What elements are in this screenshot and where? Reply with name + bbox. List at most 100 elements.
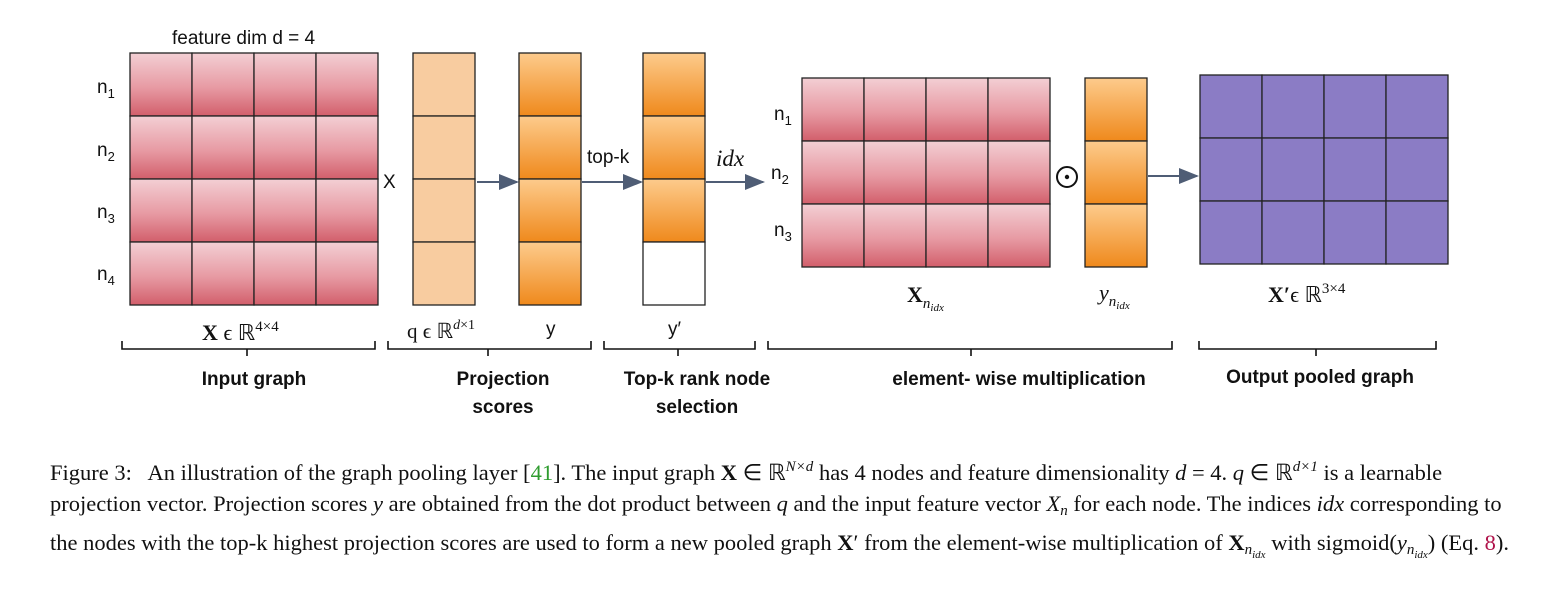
idx-label: idx bbox=[716, 146, 745, 171]
input-matrix-cell bbox=[315, 115, 379, 180]
output-matrix-cell bbox=[1261, 137, 1325, 202]
group-label-input-graph: Input graph bbox=[202, 369, 306, 390]
output-matrix-cell bbox=[1261, 74, 1325, 139]
group-label-projection-2: scores bbox=[472, 397, 533, 418]
sel-row-label-n2: n2 bbox=[771, 163, 789, 187]
ynidx-vector-cell bbox=[1084, 203, 1148, 268]
xnidx-matrix-cell bbox=[925, 77, 989, 142]
row-label-n3: n3 bbox=[97, 202, 115, 226]
output-matrix-cell bbox=[1385, 74, 1449, 139]
score-vector-y bbox=[518, 52, 582, 306]
group-label-topk-1: Top-k rank node bbox=[624, 369, 770, 390]
brace-elementwise bbox=[767, 341, 1173, 356]
output-matrix-cell bbox=[1261, 200, 1325, 265]
input-matrix-cell bbox=[191, 241, 255, 306]
topk-arrow-label: top-k bbox=[587, 147, 630, 168]
label-ynidx: ynidx bbox=[1097, 280, 1130, 312]
label-y: y bbox=[546, 319, 556, 340]
pooling-diagram: feature dim d = 4 n1 n2 n3 n4 X top-k id… bbox=[97, 28, 1449, 418]
label-xnidx: Xnidx bbox=[907, 282, 944, 314]
xnidx-matrix-cell bbox=[987, 77, 1051, 142]
sel-row-label-n1: n1 bbox=[774, 104, 792, 128]
output-matrix-cell bbox=[1199, 74, 1263, 139]
times-sign: X bbox=[383, 172, 396, 193]
y-vector-cell bbox=[518, 52, 582, 117]
input-matrix-cell bbox=[129, 52, 193, 117]
xnidx-matrix-cell bbox=[801, 203, 865, 268]
xnidx-matrix-cell bbox=[801, 77, 865, 142]
input-matrix-cell bbox=[315, 241, 379, 306]
output-matrix-cell bbox=[1385, 137, 1449, 202]
xnidx-matrix-cell bbox=[801, 140, 865, 205]
q-vector-cell bbox=[412, 241, 476, 306]
odot-sign bbox=[1056, 166, 1078, 188]
caption-text-7: for each node. The indices bbox=[1067, 491, 1317, 516]
input-matrix-cell bbox=[253, 241, 317, 306]
topk-vector-yprime bbox=[642, 52, 706, 306]
caption-text-1: An illustration of the graph pooling lay… bbox=[147, 460, 531, 485]
caption-text-10: with sigmoid( bbox=[1265, 530, 1397, 555]
output-matrix bbox=[1199, 74, 1449, 265]
input-matrix-cell bbox=[253, 52, 317, 117]
projection-vector-q bbox=[412, 52, 476, 306]
xnidx-matrix-cell bbox=[925, 203, 989, 268]
yprime-vector-cell bbox=[642, 115, 706, 180]
brace-projection bbox=[387, 341, 592, 356]
yprime-vector-cell bbox=[642, 241, 706, 306]
caption-text-4: is a learnable projection vector. Projec… bbox=[50, 460, 1443, 516]
ynidx-vector-cell bbox=[1084, 140, 1148, 205]
output-matrix-cell bbox=[1323, 74, 1387, 139]
input-matrix-cell bbox=[253, 178, 317, 243]
xnidx-matrix-cell bbox=[987, 140, 1051, 205]
caption-citation[interactable]: 41 bbox=[530, 460, 554, 485]
input-matrix-cell bbox=[191, 52, 255, 117]
row-label-n4: n4 bbox=[97, 264, 115, 288]
brace-topk bbox=[603, 341, 756, 356]
y-vector-cell bbox=[518, 241, 582, 306]
caption-text-8: corresponding to the nodes with the top-… bbox=[50, 491, 1502, 555]
figure-caption: Figure 3: An illustration of the graph p… bbox=[50, 459, 1510, 561]
caption-text-6: and the input feature vector bbox=[787, 491, 1047, 516]
selected-row-labels: n1 n2 n3 bbox=[771, 104, 792, 244]
q-vector-cell bbox=[412, 178, 476, 243]
input-matrix-cell bbox=[129, 178, 193, 243]
group-label-projection-1: Projection bbox=[457, 369, 550, 390]
input-matrix-cell bbox=[191, 115, 255, 180]
output-matrix-cell bbox=[1385, 200, 1449, 265]
group-label-topk-2: selection bbox=[656, 397, 738, 418]
output-matrix-cell bbox=[1323, 200, 1387, 265]
selected-scores-ynidx bbox=[1084, 77, 1148, 268]
sel-row-label-n3: n3 bbox=[774, 220, 792, 244]
odot-dot bbox=[1064, 174, 1070, 180]
y-vector-cell bbox=[518, 178, 582, 243]
xnidx-matrix-cell bbox=[863, 203, 927, 268]
xnidx-matrix-cell bbox=[987, 203, 1051, 268]
ynidx-vector-cell bbox=[1084, 77, 1148, 142]
selected-matrix-xnidx bbox=[801, 77, 1051, 268]
yprime-vector-cell bbox=[642, 178, 706, 243]
group-braces bbox=[121, 341, 1437, 356]
label-input-x: X ϵ ℝ4×4 bbox=[202, 319, 279, 345]
caption-text-9: from the element-wise multiplication of bbox=[858, 530, 1229, 555]
caption-eq-ref[interactable]: 8 bbox=[1484, 530, 1496, 555]
input-row-labels: n1 n2 n3 n4 bbox=[97, 77, 115, 288]
feature-dim-label: feature dim d = 4 bbox=[172, 28, 316, 49]
row-label-n1: n1 bbox=[97, 77, 115, 101]
xnidx-matrix-cell bbox=[863, 140, 927, 205]
row-label-n2: n2 bbox=[97, 140, 115, 164]
caption-lead: Figure 3: bbox=[50, 460, 132, 485]
caption-text-5: are obtained from the dot product betwee… bbox=[383, 491, 777, 516]
output-matrix-cell bbox=[1199, 137, 1263, 202]
xnidx-matrix-cell bbox=[863, 77, 927, 142]
input-graph-matrix bbox=[129, 52, 379, 306]
input-matrix-cell bbox=[191, 178, 255, 243]
group-label-output: Output pooled graph bbox=[1226, 367, 1414, 388]
input-matrix-cell bbox=[315, 178, 379, 243]
caption-text-11: ) (Eq. bbox=[1427, 530, 1485, 555]
input-matrix-cell bbox=[129, 241, 193, 306]
output-matrix-cell bbox=[1323, 137, 1387, 202]
q-vector-cell bbox=[412, 115, 476, 180]
caption-text-2: ]. The input graph bbox=[553, 460, 721, 485]
input-matrix-cell bbox=[315, 52, 379, 117]
caption-text-12: ). bbox=[1495, 530, 1510, 555]
